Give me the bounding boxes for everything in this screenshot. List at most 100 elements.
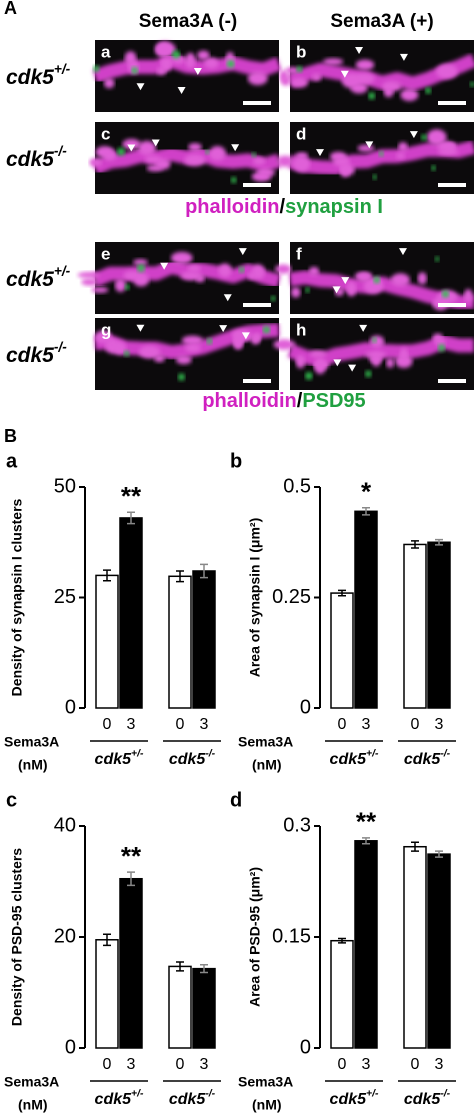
x-axis-unit: (nM) <box>18 1097 48 1113</box>
spine <box>426 129 447 146</box>
error-bar <box>362 837 370 845</box>
spine <box>390 273 410 287</box>
puncta <box>205 149 210 155</box>
arrowhead <box>193 68 202 76</box>
micrograph: a <box>92 40 282 112</box>
label-base: cdk5 <box>169 1091 207 1108</box>
spine <box>399 348 409 361</box>
arrowhead <box>136 83 145 91</box>
puncta <box>230 177 237 183</box>
puncta <box>177 373 185 381</box>
arrowhead <box>359 324 368 332</box>
arrowhead <box>409 131 418 139</box>
row-label: cdk5-/- <box>6 339 67 366</box>
spine <box>156 66 167 76</box>
spine <box>341 73 361 89</box>
image-letter: b <box>296 42 306 61</box>
arrowhead <box>177 86 186 94</box>
x-axis-label: Sema3A <box>4 1074 59 1090</box>
label-base: cdk5 <box>95 1091 133 1108</box>
spine <box>114 278 127 292</box>
spine <box>308 266 320 276</box>
error-bar <box>127 871 135 887</box>
puncta <box>296 66 303 73</box>
puncta <box>251 152 257 158</box>
puncta <box>262 326 271 334</box>
spine <box>365 351 387 359</box>
spine <box>309 350 327 358</box>
spine <box>185 52 196 69</box>
puncta <box>431 165 436 171</box>
spine <box>133 272 150 287</box>
spine <box>103 78 115 89</box>
spine <box>333 156 350 167</box>
error-bar <box>362 507 370 516</box>
error-bar <box>127 511 135 525</box>
image-letter: d <box>296 124 306 143</box>
spine <box>311 73 322 82</box>
y-tick-label: 0.3 <box>283 814 311 836</box>
spine <box>275 264 292 274</box>
spine <box>252 157 266 165</box>
spine <box>285 66 300 75</box>
puncta <box>124 284 130 290</box>
spine <box>247 272 256 280</box>
arrowhead <box>333 359 342 367</box>
y-tick-label: 0 <box>300 1036 311 1058</box>
x-tick-label: 3 <box>362 1056 371 1073</box>
y-tick-label: 40 <box>54 814 76 836</box>
puncta <box>441 290 450 298</box>
spine <box>395 152 406 159</box>
micrograph: c <box>89 122 281 194</box>
puncta <box>437 344 446 352</box>
panel-label: A <box>4 0 17 18</box>
row-label: cdk5-/- <box>6 143 67 170</box>
x-tick-label: 0 <box>338 1056 347 1073</box>
label-sup: +/- <box>131 748 144 759</box>
arrowhead <box>223 294 232 302</box>
puncta <box>123 350 130 357</box>
x-tick-label: 0 <box>176 716 185 733</box>
image-letter: h <box>296 320 306 339</box>
caption: phalloidin/PSD95 <box>202 390 365 412</box>
label-base: cdk5 <box>6 268 54 291</box>
error-bar <box>411 841 419 852</box>
spine <box>91 286 109 293</box>
arrowhead <box>341 277 350 285</box>
x-axis-unit: (nM) <box>252 1097 282 1113</box>
spine <box>436 64 458 79</box>
spine <box>323 58 344 66</box>
bar <box>427 541 451 709</box>
x-tick-label: 3 <box>200 1056 209 1073</box>
spine <box>398 142 408 152</box>
bar <box>168 965 192 1049</box>
micrograph: f <box>275 242 474 314</box>
label-sup: +/- <box>366 1088 379 1099</box>
spine <box>437 141 456 152</box>
error-bar <box>435 850 443 858</box>
significance-label: ** <box>356 807 377 837</box>
micrograph: g <box>94 318 280 390</box>
label-base: cdk5 <box>6 148 54 171</box>
spine <box>400 88 419 102</box>
arrowhead <box>348 364 357 372</box>
spine <box>368 355 383 363</box>
arrowhead <box>127 144 136 152</box>
caption-stain: phalloidin <box>202 390 296 412</box>
spine <box>386 357 395 369</box>
spine <box>124 51 137 65</box>
arrowhead <box>219 325 228 333</box>
spine <box>185 344 201 353</box>
y-tick-label: 50 <box>54 475 76 497</box>
chart-letter: c <box>6 789 17 811</box>
y-tick-label: 0 <box>65 696 76 718</box>
x-tick-label: 3 <box>200 716 209 733</box>
puncta <box>372 174 377 180</box>
error-bar <box>103 933 111 947</box>
row-label: cdk5+/- <box>6 263 71 290</box>
x-axis-label: Sema3A <box>238 734 293 750</box>
label-base: cdk5 <box>404 751 442 768</box>
caption-sep: / <box>280 196 286 218</box>
caption-sep: / <box>297 390 303 412</box>
spine <box>257 168 276 177</box>
